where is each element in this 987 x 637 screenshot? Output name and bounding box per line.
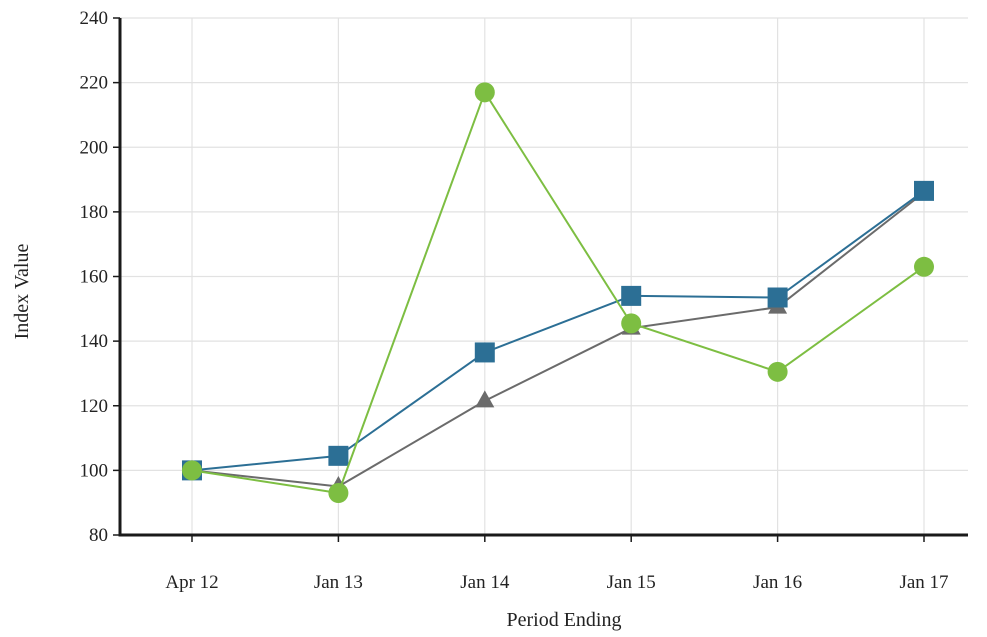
data-point-square bbox=[621, 285, 642, 306]
series-line bbox=[191, 190, 925, 472]
y-axis-ticks: 80 100 120 140 160 180 200 220 240 bbox=[80, 8, 120, 546]
data-point-triangle bbox=[475, 390, 495, 408]
series-line bbox=[191, 191, 925, 488]
y-tick-label: 160 bbox=[80, 267, 109, 288]
grid bbox=[120, 17, 968, 535]
data-point-circle bbox=[914, 256, 934, 277]
x-tick-label: Jan 17 bbox=[899, 572, 948, 593]
y-tick-label: 100 bbox=[80, 460, 109, 481]
y-tick-label: 200 bbox=[80, 137, 109, 158]
series-circle bbox=[182, 82, 934, 503]
x-tick-label: Apr 12 bbox=[165, 572, 218, 593]
data-point-circle bbox=[328, 482, 349, 503]
data-point-square bbox=[328, 445, 349, 466]
data-point-circle bbox=[621, 313, 642, 334]
y-tick-label: 220 bbox=[80, 73, 109, 94]
x-axis-ticks: Apr 12 Jan 13 Jan 14 Jan 15 Jan 16 Jan 17 bbox=[165, 535, 949, 593]
data-point-square bbox=[767, 287, 788, 308]
series-square bbox=[182, 180, 934, 481]
data-point-circle bbox=[182, 460, 202, 481]
x-tick-label: Jan 13 bbox=[314, 572, 363, 593]
series-line bbox=[191, 91, 925, 494]
y-tick-label: 80 bbox=[89, 525, 108, 546]
data-point-circle bbox=[767, 361, 788, 382]
data-point-square bbox=[914, 180, 934, 201]
y-tick-label: 120 bbox=[80, 396, 109, 417]
x-tick-label: Jan 16 bbox=[753, 572, 802, 593]
series-layer bbox=[182, 82, 934, 503]
x-tick-label: Jan 15 bbox=[607, 572, 656, 593]
x-tick-label: Jan 14 bbox=[460, 572, 510, 593]
x-axis-title: Period Ending bbox=[507, 609, 622, 631]
y-tick-label: 140 bbox=[80, 331, 109, 352]
y-tick-label: 240 bbox=[80, 8, 109, 29]
data-point-square bbox=[474, 342, 495, 363]
y-tick-label: 180 bbox=[80, 202, 109, 223]
y-axis-title: Index Value bbox=[11, 244, 33, 340]
series-triangle bbox=[182, 181, 934, 493]
axes bbox=[118, 18, 968, 537]
data-point-circle bbox=[474, 82, 495, 103]
